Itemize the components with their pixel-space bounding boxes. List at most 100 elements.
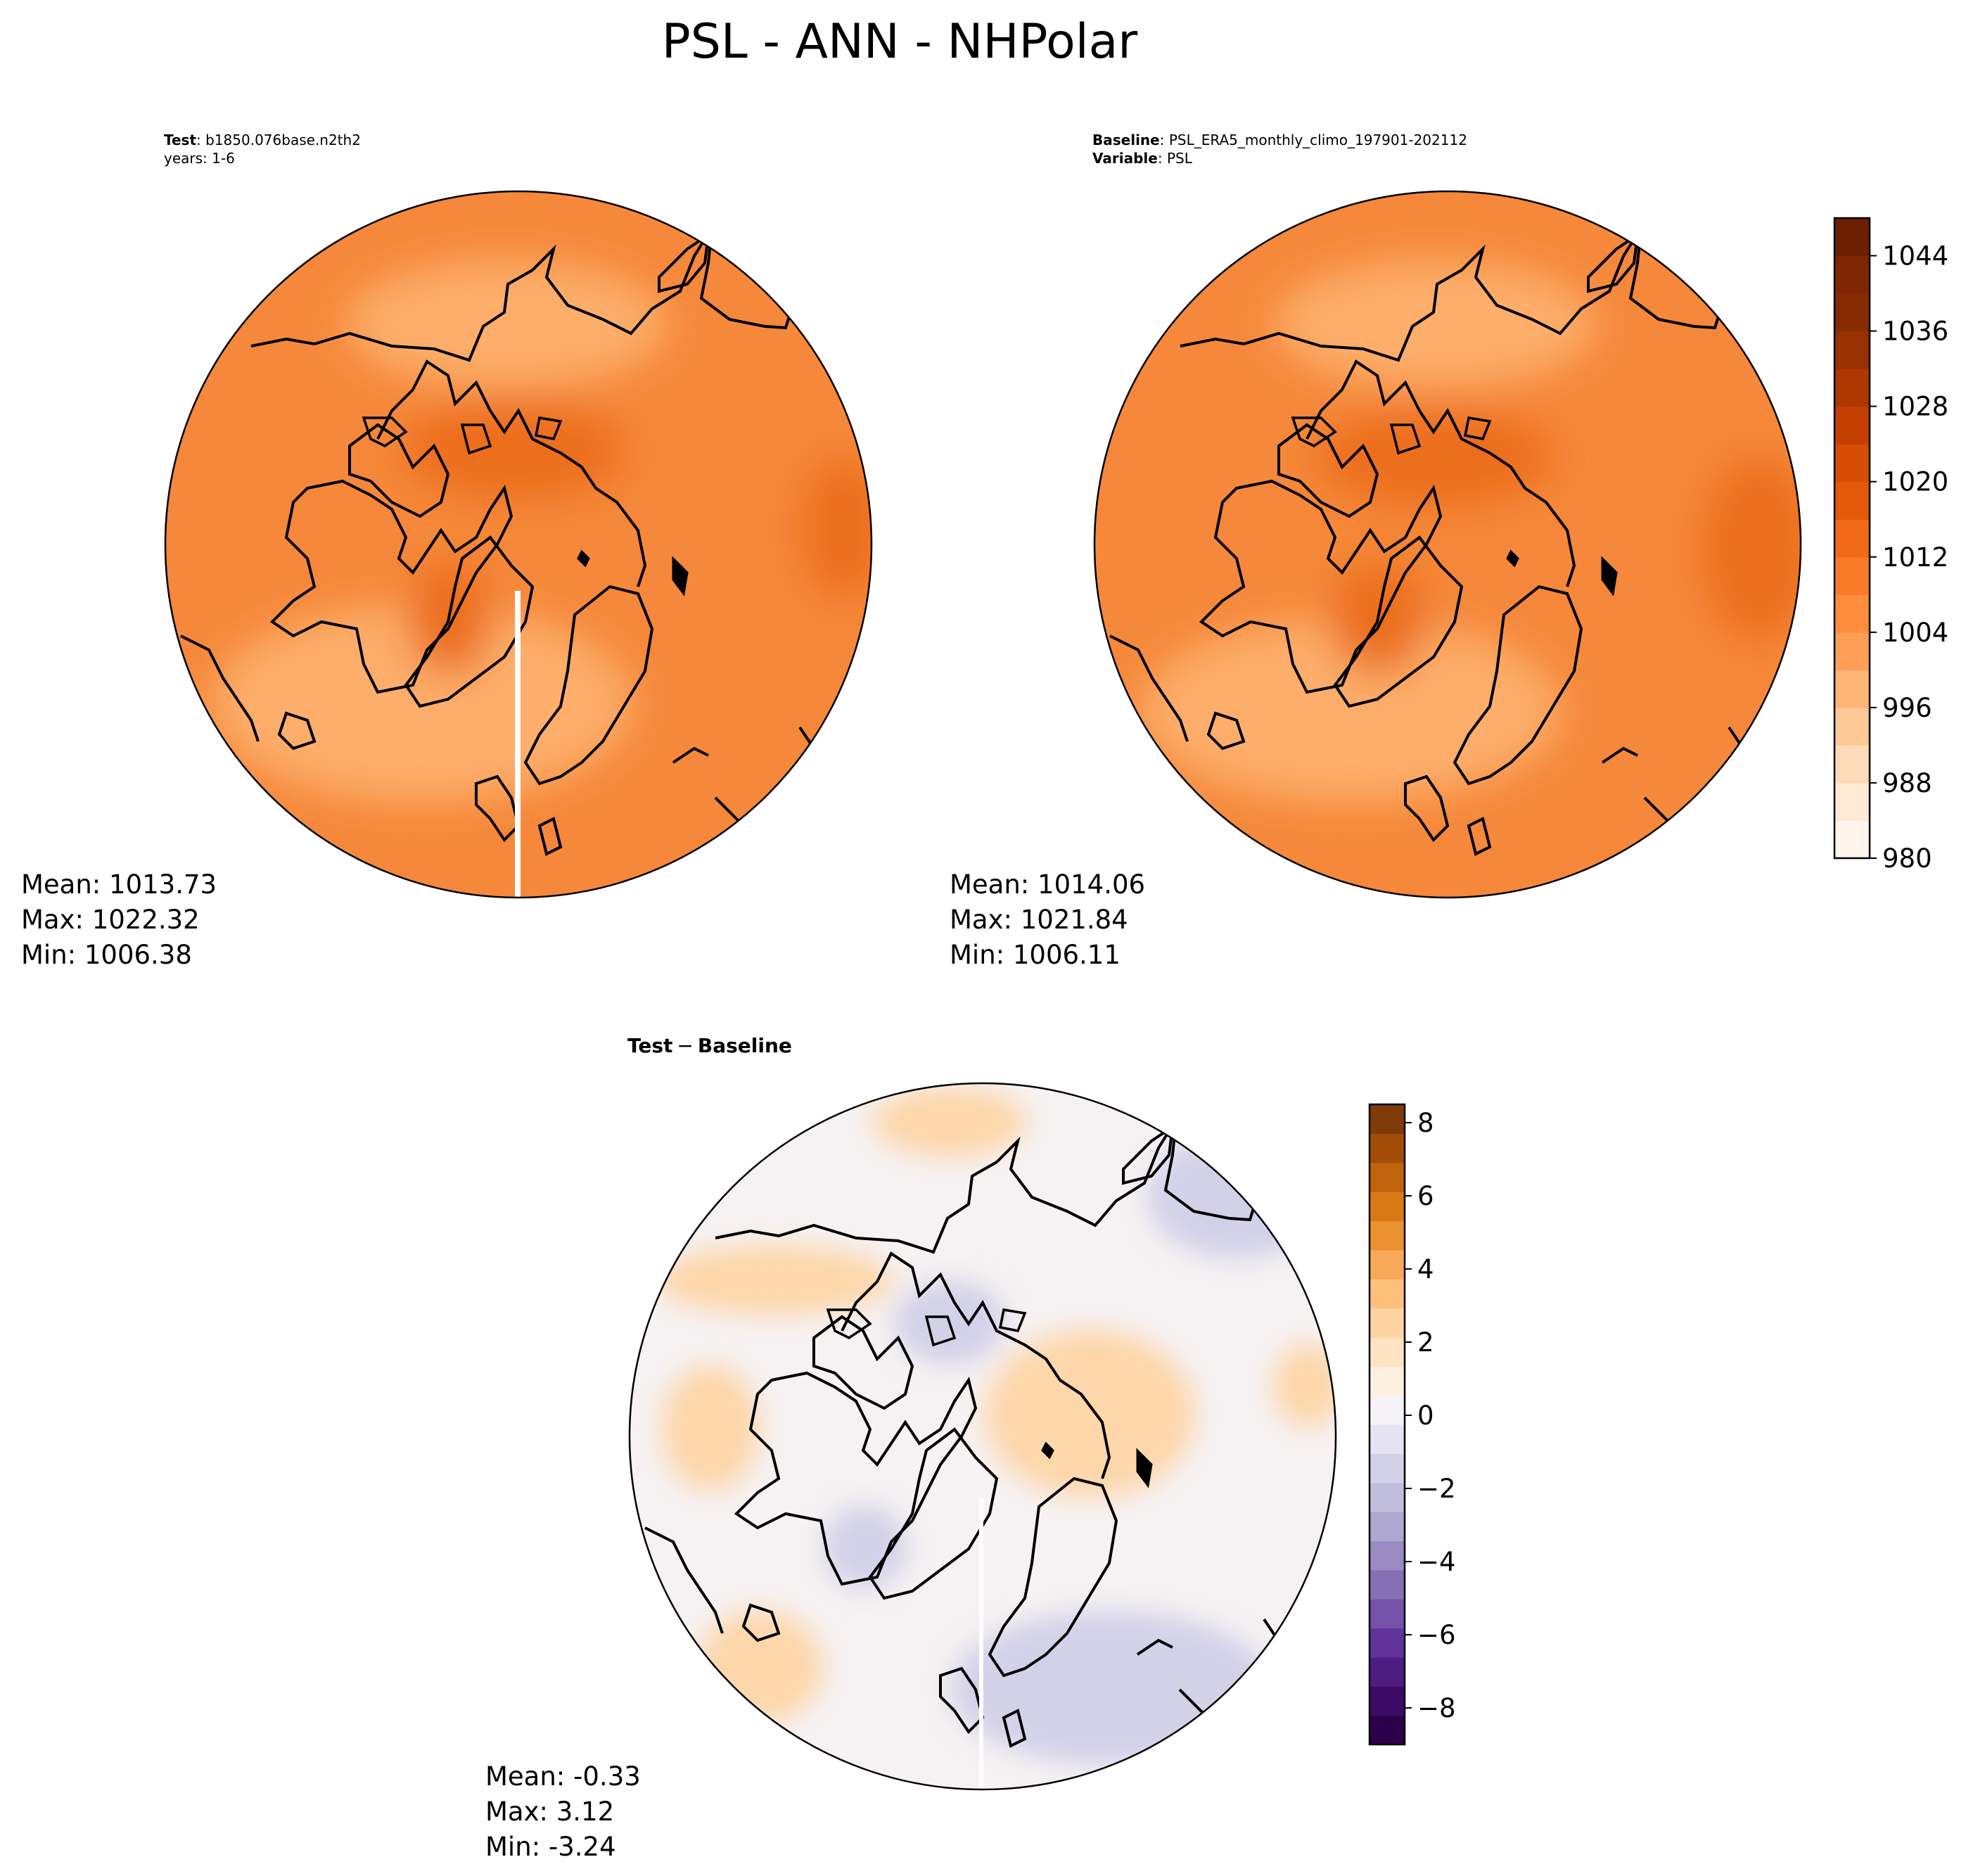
difference-colorbar-tick-label: −4	[1417, 1547, 1456, 1577]
psl-colorbar-level-11	[1834, 406, 1870, 445]
difference-colorbar-level-2	[1370, 1657, 1405, 1687]
test-seam	[515, 591, 521, 898]
test-mean: Mean: 1013.73	[21, 869, 217, 900]
difference-map-border	[628, 1082, 1337, 1791]
difference-min: Min: -3.24	[485, 1832, 616, 1862]
difference-warm-east	[1273, 1344, 1336, 1428]
difference-colorbar-tick-label: 4	[1417, 1254, 1434, 1284]
test-max: Max: 1022.32	[21, 905, 200, 935]
difference-title: Test − Baseline	[627, 1034, 792, 1057]
baseline-field-high-east	[1702, 457, 1801, 640]
difference-colorbar-tick-label: 6	[1417, 1181, 1434, 1211]
psl-colorbar-level-10	[1834, 444, 1870, 483]
difference-colorbar-level-0	[1370, 1715, 1405, 1745]
baseline-label: Baseline: PSL_ERA5_monthly_climo_197901-…	[1092, 132, 1467, 148]
difference-colorbar-level-19	[1370, 1162, 1405, 1192]
difference-colorbar-tick-label: −2	[1417, 1474, 1456, 1504]
psl-colorbar-tick-label: 1004	[1882, 618, 1948, 648]
test-field-low	[211, 605, 633, 802]
psl-colorbar-level-15	[1834, 255, 1870, 294]
difference-mean: Mean: -0.33	[485, 1761, 641, 1792]
difference-colorbar-frame	[1368, 1103, 1406, 1746]
test-map-border	[164, 190, 873, 899]
baseline-map-border	[1093, 190, 1802, 899]
difference-colorbar-level-11	[1370, 1395, 1405, 1425]
difference-colorbar-level-12	[1370, 1366, 1405, 1396]
baseline-min: Min: 1006.11	[950, 940, 1121, 970]
test-field-high	[401, 401, 626, 499]
psl-colorbar-level-14	[1834, 293, 1870, 332]
psl-colorbar-level-12	[1834, 369, 1870, 407]
baseline-variable: Variable: PSL	[1092, 150, 1193, 167]
difference-warm-north	[654, 1245, 893, 1315]
baseline-variable-name: Variable	[1092, 150, 1158, 167]
difference-colorbar-level-6	[1370, 1540, 1405, 1571]
baseline-label-value: PSL_ERA5_monthly_climo_197901-202112	[1169, 132, 1467, 148]
psl-colorbar-level-4	[1834, 670, 1870, 708]
difference-title-test: Test	[627, 1034, 672, 1057]
test-label: Test: b1850.076base.n2th2	[164, 132, 361, 148]
difference-colorbar-tick-label: 2	[1417, 1327, 1434, 1358]
baseline-mean: Mean: 1014.06	[950, 869, 1145, 900]
test-label-name: Test	[164, 132, 196, 148]
difference-colorbar-level-21	[1370, 1104, 1405, 1134]
psl-colorbar-tick-label: 996	[1882, 693, 1932, 723]
test-panel: Test: b1850.076base.n2th2 years: 1-6 Mea…	[21, 132, 873, 970]
difference-colorbar-level-18	[1370, 1192, 1405, 1222]
difference-warm-west	[661, 1365, 760, 1491]
test-field-low-north	[345, 260, 668, 387]
psl-colorbar-level-5	[1834, 632, 1870, 670]
psl-colorbar-level-8	[1834, 519, 1870, 558]
psl-colorbar-level-0	[1834, 820, 1870, 859]
psl-colorbar-frame	[1833, 217, 1871, 860]
psl-colorbar-level-2	[1834, 745, 1870, 784]
difference-colorbar-tick-label: 8	[1417, 1108, 1434, 1138]
difference-colorbar-level-13	[1370, 1336, 1405, 1367]
difference-colorbar-tick-label: −8	[1417, 1693, 1456, 1723]
figure-title: PSL - ANN - NHPolar	[662, 14, 1138, 70]
baseline-field-low	[1140, 619, 1562, 802]
difference-seam	[979, 1498, 983, 1789]
difference-colorbar-level-16	[1370, 1249, 1405, 1280]
difference-title-baseline: Baseline	[698, 1034, 792, 1057]
test-field-high-east	[802, 457, 872, 598]
difference-max: Max: 3.12	[485, 1797, 614, 1827]
test-map	[165, 191, 872, 898]
difference-colorbar-level-8	[1370, 1482, 1405, 1512]
psl-colorbar-tick-label: 1036	[1882, 317, 1948, 347]
difference-colorbar-level-14	[1370, 1308, 1405, 1338]
psl-colorbar-tick-label: 1020	[1882, 467, 1948, 497]
difference-warm-top	[872, 1087, 1027, 1157]
difference-colorbar: 8 6 4 2 0 −2 −4 −6 −8	[1368, 1103, 1456, 1746]
baseline-label-name: Baseline	[1092, 132, 1160, 148]
psl-colorbar-tick-label: 980	[1882, 843, 1932, 874]
baseline-max: Max: 1021.84	[950, 905, 1128, 935]
difference-colorbar-level-4	[1370, 1599, 1405, 1629]
baseline-field-low-north	[1273, 260, 1597, 387]
test-label-value: b1850.076base.n2th2	[205, 132, 361, 148]
difference-colorbar-tick-label: −6	[1417, 1620, 1456, 1650]
difference-colorbar-level-9	[1370, 1453, 1405, 1483]
psl-colorbar-level-6	[1834, 594, 1870, 633]
difference-warm-center	[985, 1329, 1196, 1498]
difference-cool-greenland	[823, 1505, 907, 1590]
difference-colorbar-level-5	[1370, 1569, 1405, 1600]
difference-colorbar-level-15	[1370, 1279, 1405, 1309]
psl-colorbar-level-3	[1834, 707, 1870, 746]
psl-colorbar-level-7	[1834, 556, 1870, 595]
difference-colorbar-level-3	[1370, 1628, 1405, 1658]
difference-colorbar-tick-label: 0	[1417, 1400, 1434, 1431]
difference-colorbar-level-20	[1370, 1133, 1405, 1163]
test-min: Min: 1006.38	[21, 940, 192, 970]
difference-colorbar-level-10	[1370, 1424, 1405, 1454]
psl-colorbar-level-13	[1834, 331, 1870, 369]
test-field-greenland	[408, 563, 492, 675]
psl-colorbar-tick-label: 1028	[1882, 392, 1948, 422]
difference-panel: Test − Baseline Mean: -0.33 Max: 3.12 Min:	[485, 1034, 1456, 1862]
difference-colorbar-level-7	[1370, 1512, 1405, 1542]
psl-colorbar-tick-label: 1012	[1882, 542, 1948, 573]
baseline-map	[1094, 191, 1801, 898]
psl-colorbar-tick-label: 1044	[1882, 241, 1948, 272]
difference-colorbar-level-17	[1370, 1220, 1405, 1251]
